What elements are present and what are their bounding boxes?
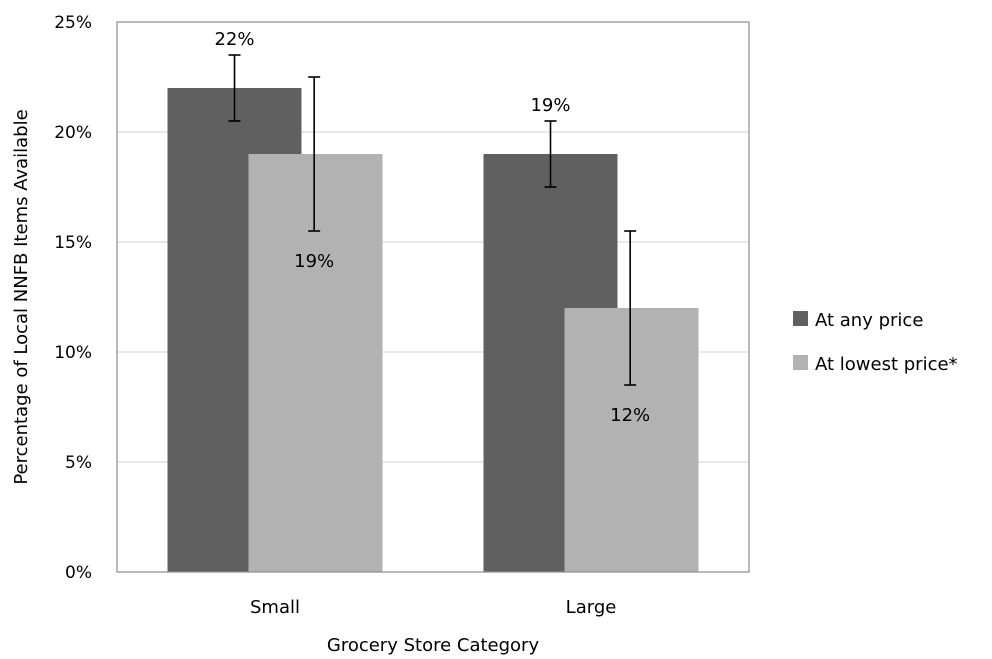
data-label: 19% (294, 251, 334, 272)
y-tick-label: 20% (54, 123, 92, 143)
y-tick-label: 25% (54, 13, 92, 33)
bar (248, 154, 383, 572)
legend: At any price At lowest price* (793, 310, 958, 375)
y-tick-label: 10% (54, 343, 92, 363)
x-category-label: Small (250, 597, 300, 618)
data-label: 22% (214, 29, 254, 50)
x-axis-title: Grocery Store Category (327, 635, 540, 656)
data-labels: 22% 19% 19% 12% (214, 29, 650, 426)
bars (167, 88, 699, 572)
legend-swatch (793, 311, 808, 326)
y-tick-label: 15% (54, 233, 92, 253)
y-axis-title: Percentage of Local NNFB Items Available (11, 109, 32, 484)
legend-label: At any price (815, 310, 923, 331)
legend-label: At lowest price* (815, 354, 958, 375)
x-axis-categories: Small Large (250, 597, 616, 618)
data-label: 12% (610, 405, 650, 426)
data-label: 19% (530, 95, 570, 116)
legend-swatch (793, 355, 808, 370)
y-axis-ticks: 0% 5% 10% 15% 20% 25% (54, 13, 92, 583)
bar (564, 308, 699, 572)
plot-area-border (116, 21, 750, 573)
error-bars (228, 54, 637, 386)
y-tick-label: 5% (65, 453, 92, 473)
y-tick-label: 0% (65, 563, 92, 583)
x-category-label: Large (566, 597, 617, 618)
